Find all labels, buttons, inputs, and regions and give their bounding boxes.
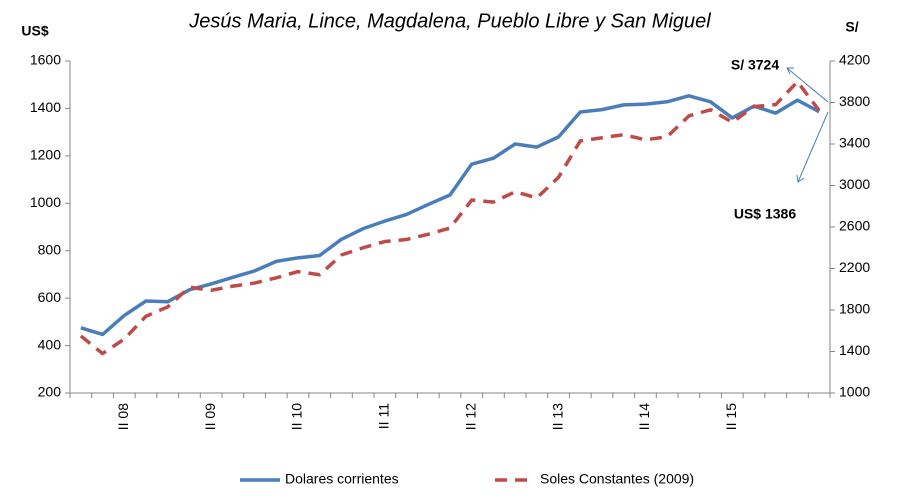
annotation-arrows <box>786 67 829 183</box>
y2-axis-label: S/ <box>845 19 858 35</box>
y-tick-label: 200 <box>38 384 62 400</box>
x-tick-label: II 14 <box>636 403 652 430</box>
y2-tick-label: 3800 <box>839 93 870 109</box>
series-line <box>79 80 821 356</box>
y-tick-label: 400 <box>38 336 62 352</box>
legend-label: Soles Constantes (2009) <box>540 471 694 487</box>
chart-subtitle: Jesús Maria, Lince, Magdalena, Pueblo Li… <box>188 10 711 32</box>
x-tick-label: II 08 <box>115 403 131 430</box>
x-tick-label: II 10 <box>289 403 305 430</box>
x-tick-label: II 11 <box>376 403 392 429</box>
y2-tick-label: 1400 <box>839 342 870 358</box>
y2-tick-label: 3400 <box>839 135 870 151</box>
y-tick-label: 1200 <box>30 147 61 163</box>
x-tick-label: II 15 <box>723 403 739 430</box>
legend-label: Dolares corrientes <box>285 471 399 487</box>
y2-tick-label: 2600 <box>839 218 870 234</box>
y2-tick-label: 2200 <box>839 259 870 275</box>
y2-tick-label: 4200 <box>839 52 870 68</box>
y2-tick-label: 3000 <box>839 176 870 192</box>
y-tick-label: 1400 <box>30 99 61 115</box>
x-tick-label: II 12 <box>462 403 478 430</box>
series-line <box>80 94 820 337</box>
y2-tick-label: 1000 <box>839 384 870 400</box>
annotation: S/ 3724 <box>731 57 779 73</box>
y-axis-label: US$ <box>21 23 48 39</box>
y-tick-label: 600 <box>38 289 62 305</box>
x-tick-label: II 09 <box>202 403 218 430</box>
annotation: US$ 1386 <box>734 206 796 222</box>
y-tick-label: 1000 <box>30 194 61 210</box>
y-tick-label: 800 <box>38 241 62 257</box>
y-tick-label: 1600 <box>30 52 61 68</box>
x-tick-label: II 13 <box>549 403 565 430</box>
y2-tick-label: 1800 <box>839 301 870 317</box>
